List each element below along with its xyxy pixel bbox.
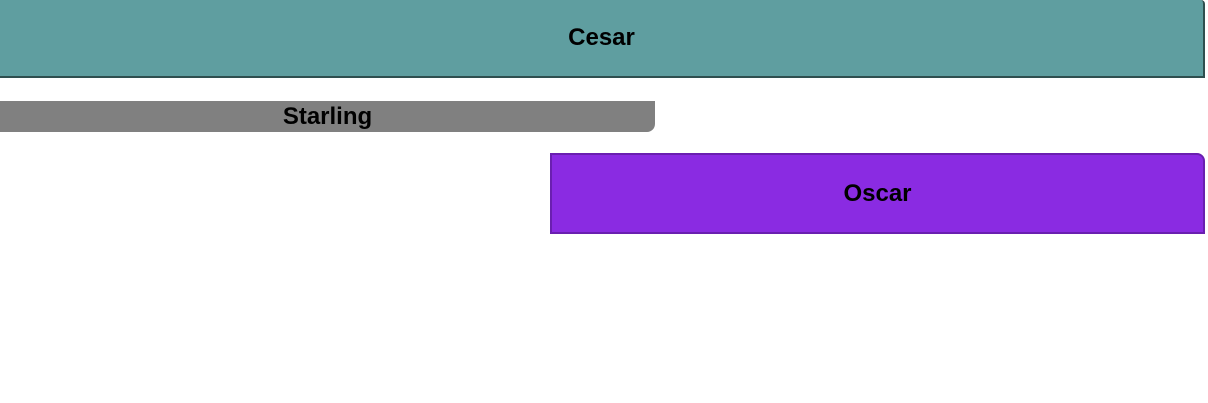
- oscar-button-label: Oscar: [843, 179, 912, 207]
- cesar-button-label: Cesar: [568, 24, 635, 51]
- oscar-button[interactable]: Oscar: [550, 153, 1205, 234]
- starling-button[interactable]: Starling: [0, 101, 655, 132]
- cesar-button[interactable]: Cesar: [0, 0, 1205, 78]
- starling-button-label: Starling: [282, 102, 373, 130]
